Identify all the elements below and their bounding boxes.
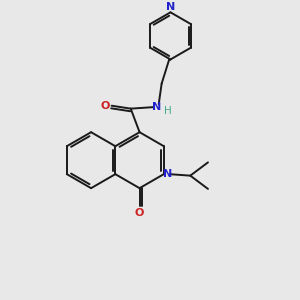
Text: O: O [135,208,144,218]
Text: N: N [152,102,161,112]
Text: N: N [163,169,172,179]
Text: O: O [100,101,110,111]
Text: N: N [166,2,175,12]
Text: H: H [164,106,171,116]
